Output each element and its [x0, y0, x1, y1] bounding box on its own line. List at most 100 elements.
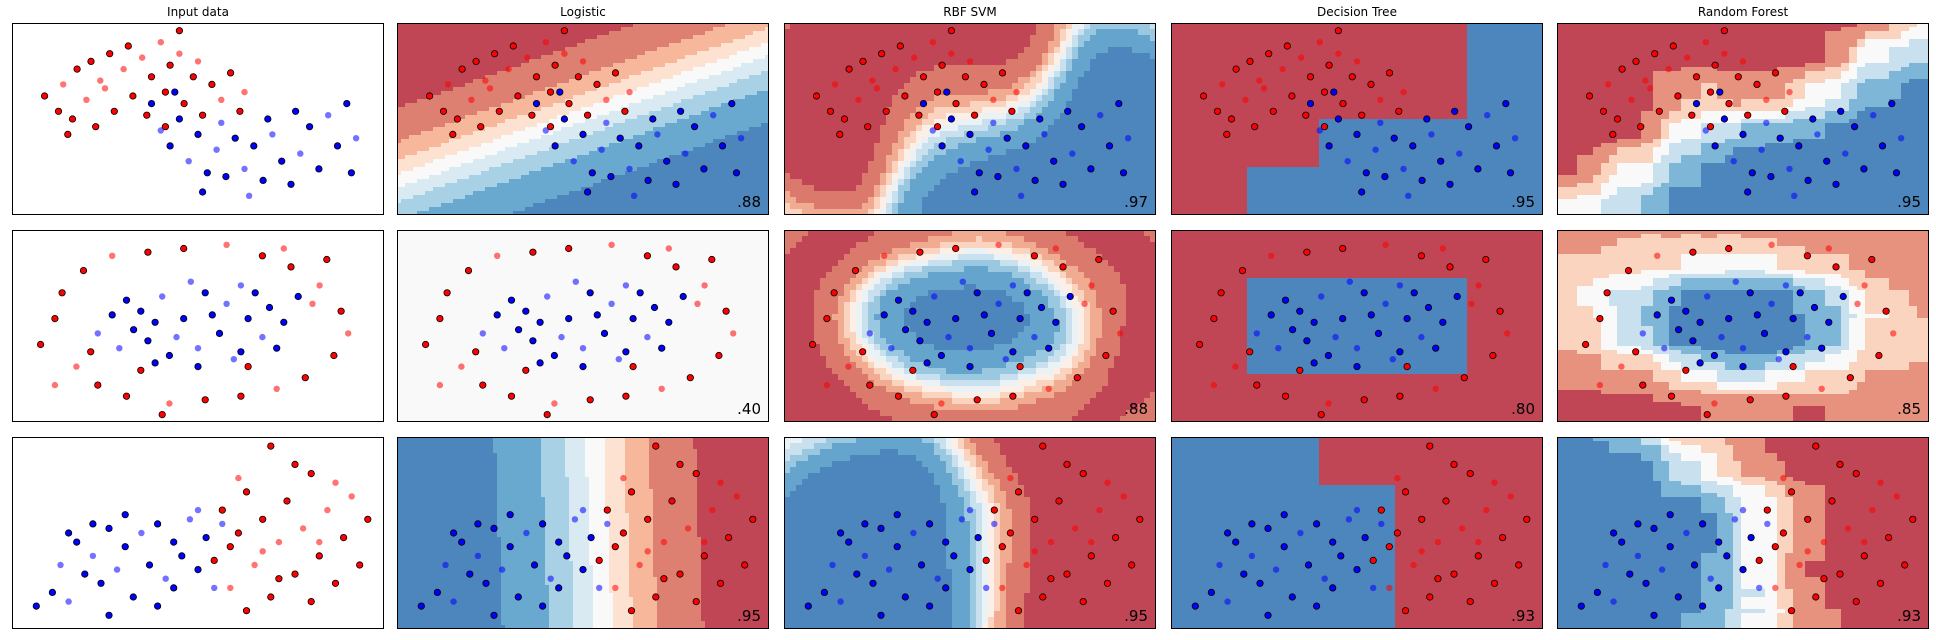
data-point [1842, 150, 1849, 157]
data-point [1052, 318, 1060, 326]
data-point [1280, 511, 1288, 519]
data-point [1861, 282, 1868, 289]
data-point [1730, 158, 1737, 165]
data-point [1613, 115, 1622, 123]
data-point [985, 146, 992, 153]
axes-frame [12, 230, 384, 422]
data-point [479, 330, 486, 337]
data-point [1014, 488, 1023, 496]
data-point [1511, 135, 1519, 142]
data-point [87, 57, 95, 66]
data-point [571, 516, 579, 523]
data-point [1739, 362, 1747, 371]
data-point [1339, 244, 1347, 253]
data-point [1775, 356, 1783, 363]
data-point [1378, 520, 1385, 528]
accuracy-score: .95 [1124, 607, 1148, 625]
data-point [1772, 584, 1779, 592]
data-point [694, 300, 701, 307]
data-point [1776, 134, 1784, 142]
data-point [1711, 61, 1719, 69]
data-point [1345, 516, 1353, 523]
data-point [330, 351, 338, 360]
data-point [973, 289, 981, 297]
data-point [869, 77, 876, 84]
data-point [1396, 282, 1404, 289]
data-point [1768, 300, 1775, 307]
data-point [522, 307, 530, 315]
data-point [1893, 493, 1900, 500]
data-point [574, 73, 583, 81]
data-point [991, 520, 998, 528]
data-point [287, 263, 295, 271]
data-point [449, 130, 457, 138]
data-point [1023, 289, 1031, 297]
data-point [138, 529, 145, 537]
data-point [1582, 340, 1590, 349]
data-point [280, 245, 287, 252]
data-point [1688, 111, 1696, 119]
data-point [1869, 506, 1876, 514]
data-point [1007, 474, 1014, 482]
data-point [530, 561, 539, 569]
data-point [1451, 107, 1459, 115]
data-point [1246, 57, 1254, 66]
data-point [1242, 96, 1249, 104]
data-point [630, 192, 638, 199]
data-point [514, 326, 523, 334]
data-point [1063, 460, 1071, 468]
data-point [612, 584, 619, 592]
data-point [223, 241, 230, 248]
data-point [692, 469, 700, 478]
data-point [97, 77, 104, 84]
data-point [1321, 575, 1328, 582]
data-point [1405, 192, 1412, 199]
data-point [1410, 561, 1417, 569]
data-point [917, 561, 926, 569]
data-point [1901, 561, 1909, 569]
data-point [1400, 165, 1407, 173]
data-point [1334, 27, 1343, 35]
data-point [1227, 115, 1236, 123]
data-point [1281, 296, 1290, 304]
data-point [1739, 130, 1747, 138]
data-point [1720, 27, 1729, 35]
data-point [1605, 81, 1612, 88]
data-point [1335, 50, 1342, 57]
data-point [170, 584, 178, 592]
data-point [1739, 58, 1747, 65]
data-point [1861, 538, 1868, 546]
data-point [51, 381, 59, 389]
data-point [1876, 579, 1885, 587]
data-point [175, 27, 183, 35]
data-point [1634, 520, 1642, 528]
data-point [896, 42, 904, 50]
data-point [975, 169, 983, 177]
data-point [1031, 176, 1039, 184]
data-point [474, 520, 482, 528]
data-point [1304, 561, 1313, 569]
data-point [1320, 123, 1329, 131]
data-point [1702, 39, 1710, 46]
data-point [966, 506, 974, 514]
data-point [1296, 366, 1304, 374]
data-point [1804, 548, 1811, 555]
data-point [1353, 565, 1361, 574]
data-point [1248, 552, 1256, 560]
data-point [938, 142, 946, 150]
data-point [436, 314, 444, 323]
data-point [859, 57, 867, 66]
data-point [1088, 282, 1095, 289]
data-point [615, 356, 622, 363]
data-point [937, 351, 946, 360]
data-point [620, 474, 627, 482]
data-point [1031, 333, 1038, 341]
data-point [563, 552, 571, 560]
data-point [1639, 381, 1647, 389]
data-point [166, 400, 173, 407]
data-point [1370, 584, 1377, 592]
data-point [919, 100, 928, 108]
data-point [629, 362, 637, 371]
data-point [1667, 392, 1676, 400]
data-point [339, 533, 348, 542]
